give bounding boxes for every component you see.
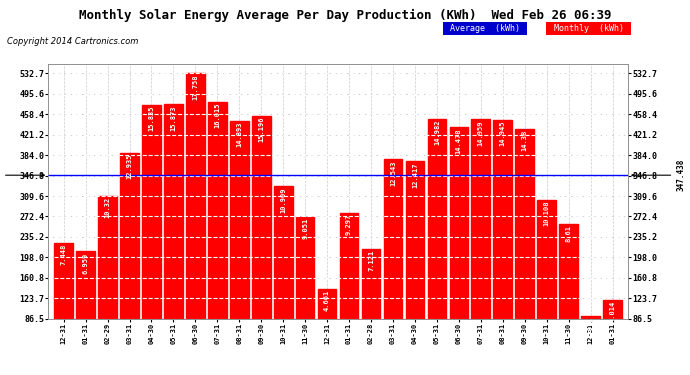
Bar xyxy=(538,200,556,366)
Bar xyxy=(603,300,622,366)
Text: 6.959: 6.959 xyxy=(83,252,88,273)
Text: 12.935: 12.935 xyxy=(126,154,132,179)
Text: 10.32: 10.32 xyxy=(105,197,110,218)
Text: 7.448: 7.448 xyxy=(61,244,67,266)
Bar xyxy=(406,161,424,366)
Text: 9.051: 9.051 xyxy=(302,218,308,239)
Bar xyxy=(142,105,161,366)
Text: 14.38: 14.38 xyxy=(522,130,528,151)
Text: 14.478: 14.478 xyxy=(456,128,462,154)
Text: 3.071: 3.071 xyxy=(588,316,593,338)
Bar xyxy=(55,243,73,366)
Text: 7.121: 7.121 xyxy=(368,250,374,271)
Bar xyxy=(98,196,117,366)
Bar xyxy=(493,120,512,366)
Text: 14.893: 14.893 xyxy=(236,122,242,147)
Bar xyxy=(362,249,380,366)
Text: 4.014: 4.014 xyxy=(609,301,615,322)
Text: Copyright 2014 Cartronics.com: Copyright 2014 Cartronics.com xyxy=(7,38,138,46)
Bar xyxy=(471,120,490,366)
Text: 347.438: 347.438 xyxy=(632,159,685,191)
Text: 10.909: 10.909 xyxy=(280,187,286,213)
Bar xyxy=(274,186,293,366)
Bar xyxy=(208,102,227,366)
Text: 16.015: 16.015 xyxy=(215,103,220,128)
Bar xyxy=(252,116,270,366)
Text: 15.835: 15.835 xyxy=(148,106,155,131)
Bar xyxy=(581,316,600,366)
Text: Average  (kWh): Average (kWh) xyxy=(445,24,525,33)
Bar xyxy=(164,104,183,366)
Text: 10.108: 10.108 xyxy=(544,200,550,226)
Text: 12.417: 12.417 xyxy=(412,162,418,188)
Bar xyxy=(230,120,248,366)
Text: Monthly Solar Energy Average Per Day Production (KWh)  Wed Feb 26 06:39: Monthly Solar Energy Average Per Day Pro… xyxy=(79,9,611,22)
Bar xyxy=(339,213,358,366)
Bar xyxy=(318,290,337,366)
Text: 14.959: 14.959 xyxy=(477,120,484,146)
Text: 9.297: 9.297 xyxy=(346,214,352,235)
Text: 8.61: 8.61 xyxy=(566,225,571,242)
Text: 17.758: 17.758 xyxy=(193,74,199,100)
Bar xyxy=(186,73,205,366)
Text: 15.873: 15.873 xyxy=(170,105,177,130)
Bar xyxy=(120,153,139,366)
Text: 15.196: 15.196 xyxy=(258,116,264,142)
Bar xyxy=(449,128,469,366)
Text: 14.945: 14.945 xyxy=(500,120,506,146)
Text: 347.438: 347.438 xyxy=(0,159,44,191)
Bar xyxy=(296,217,315,366)
Bar xyxy=(515,129,534,366)
Text: Monthly  (kWh): Monthly (kWh) xyxy=(549,24,629,33)
Bar xyxy=(384,159,402,366)
Bar xyxy=(77,252,95,366)
Bar xyxy=(560,224,578,366)
Text: 14.982: 14.982 xyxy=(434,120,440,146)
Text: 12.543: 12.543 xyxy=(390,160,396,186)
Text: 4.661: 4.661 xyxy=(324,290,330,312)
Bar xyxy=(428,119,446,366)
